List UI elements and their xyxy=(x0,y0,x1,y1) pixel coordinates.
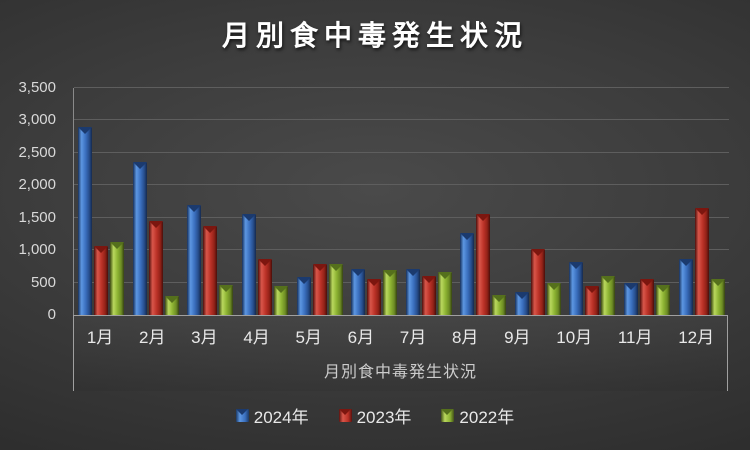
bar-2023年-10月[interactable] xyxy=(585,286,600,315)
x-tick-label-9月: 9月 xyxy=(504,328,531,347)
bar-2022年-4月[interactable] xyxy=(274,286,289,315)
plot-area xyxy=(73,87,729,315)
bar-group-10月 xyxy=(569,88,616,315)
y-tick-label: 0 xyxy=(47,306,56,323)
y-tick-label: 3,000 xyxy=(18,111,56,129)
legend-item-2022年[interactable]: 2022年 xyxy=(441,403,514,428)
bar-group-4月 xyxy=(242,88,289,315)
bar-group-1月 xyxy=(78,88,125,315)
bar-2023年-2月[interactable] xyxy=(148,221,163,315)
chart-title: 月別食中毒発生状況 xyxy=(221,20,528,51)
bar-2022年-2月[interactable] xyxy=(164,296,179,315)
bar-2024年-7月[interactable] xyxy=(405,269,420,315)
gridline xyxy=(74,249,729,251)
legend-label: 2022年 xyxy=(459,408,515,427)
bar-2022年-3月[interactable] xyxy=(219,285,234,315)
bar-2022年-9月[interactable] xyxy=(546,283,561,315)
bar-2024年-2月[interactable] xyxy=(132,162,147,315)
legend: 2024年 2023年 2022年 xyxy=(0,403,750,428)
x-axis-labels: 1月 2月 3月 4月 5月 6月 7月 8月 9月 10月 11月 12月 xyxy=(74,323,727,348)
x-axis-box: 1月 2月 3月 4月 5月 6月 7月 8月 9月 10月 11月 12月 月別食中毒発生状況 xyxy=(73,315,728,391)
bar-group-11月 xyxy=(624,88,671,315)
x-axis-title: 月別食中毒発生状況 xyxy=(323,364,477,381)
bar-2022年-8月[interactable] xyxy=(492,295,507,315)
x-tick-label-3月: 3月 xyxy=(191,328,218,347)
bar-2024年-1月[interactable] xyxy=(78,127,93,315)
bar-group-7月 xyxy=(405,88,452,315)
legend-marker-icon xyxy=(235,409,249,422)
bar-group-9月 xyxy=(514,88,561,315)
legend-label: 2023年 xyxy=(356,408,412,427)
y-tick-label: 2,500 xyxy=(18,143,56,161)
x-tick-label-7月: 7月 xyxy=(399,328,427,347)
gridline xyxy=(74,184,729,186)
bar-2023年-7月[interactable] xyxy=(421,276,436,315)
x-tick-label-4月: 4月 xyxy=(243,328,270,347)
x-tick-label-11月: 11月 xyxy=(617,328,653,347)
bars-container xyxy=(74,88,729,315)
bar-2023年-11月[interactable] xyxy=(640,279,655,315)
bar-group-3月 xyxy=(187,88,234,315)
bar-2024年-6月[interactable] xyxy=(351,269,366,315)
y-tick-label: 3,500 xyxy=(18,79,56,96)
x-tick-label-2月: 2月 xyxy=(139,328,166,347)
bar-2022年-1月[interactable] xyxy=(110,242,125,315)
legend-item-2024年[interactable]: 2024年 xyxy=(235,403,309,428)
legend-item-2023年[interactable]: 2023年 xyxy=(338,403,412,428)
bar-2024年-5月[interactable] xyxy=(296,277,311,315)
bar-group-12月 xyxy=(678,88,725,315)
bar-2023年-8月[interactable] xyxy=(476,214,491,315)
y-axis: 0 500 1,000 1,500 2,000 2,500 3,000 3,500 xyxy=(0,79,62,323)
x-tick-label-5月: 5月 xyxy=(295,328,322,347)
bar-2023年-3月[interactable] xyxy=(203,226,218,315)
legend-marker-icon xyxy=(441,409,455,422)
bar-2024年-3月[interactable] xyxy=(187,205,202,315)
bar-group-5月 xyxy=(296,88,343,315)
gridline xyxy=(74,151,729,153)
bar-group-8月 xyxy=(460,88,507,315)
bar-2024年-11月[interactable] xyxy=(624,283,639,315)
x-tick-label-6月: 6月 xyxy=(347,328,375,347)
legend-label: 2024年 xyxy=(253,408,309,427)
bar-2024年-8月[interactable] xyxy=(460,233,475,315)
bar-2022年-7月[interactable] xyxy=(437,272,452,315)
bar-2022年-5月[interactable] xyxy=(328,264,343,315)
y-tick-label: 500 xyxy=(30,273,56,291)
gridline xyxy=(74,119,729,121)
bar-2024年-12月[interactable] xyxy=(678,259,693,315)
gridline xyxy=(74,216,729,218)
bar-2022年-11月[interactable] xyxy=(656,285,671,315)
x-tick-label-8月: 8月 xyxy=(451,328,479,347)
x-tick-label-10月: 10月 xyxy=(556,328,593,347)
x-tick-label-12月: 12月 xyxy=(678,328,715,347)
bar-2023年-6月[interactable] xyxy=(367,279,382,315)
bar-2023年-12月[interactable] xyxy=(694,208,709,315)
bar-2023年-4月[interactable] xyxy=(258,259,273,315)
legend-marker-icon xyxy=(338,409,352,422)
y-tick-label: 1,500 xyxy=(18,208,56,226)
bar-2024年-9月[interactable] xyxy=(514,292,529,315)
gridline xyxy=(74,281,729,283)
bar-group-2月 xyxy=(132,88,179,315)
bar-group-6月 xyxy=(351,88,398,315)
bar-2022年-10月[interactable] xyxy=(601,276,616,315)
bar-2023年-9月[interactable] xyxy=(530,249,545,315)
y-tick-label: 2,000 xyxy=(18,176,56,194)
bar-2023年-5月[interactable] xyxy=(312,264,327,315)
bar-2024年-4月[interactable] xyxy=(242,214,257,315)
bar-2022年-6月[interactable] xyxy=(383,270,398,315)
bar-2023年-1月[interactable] xyxy=(94,246,109,315)
bar-2022年-12月[interactable] xyxy=(710,279,725,315)
y-tick-label: 1,000 xyxy=(18,241,56,259)
gridline xyxy=(74,87,729,88)
bar-2024年-10月[interactable] xyxy=(569,262,584,315)
x-tick-label-1月: 1月 xyxy=(86,328,114,347)
